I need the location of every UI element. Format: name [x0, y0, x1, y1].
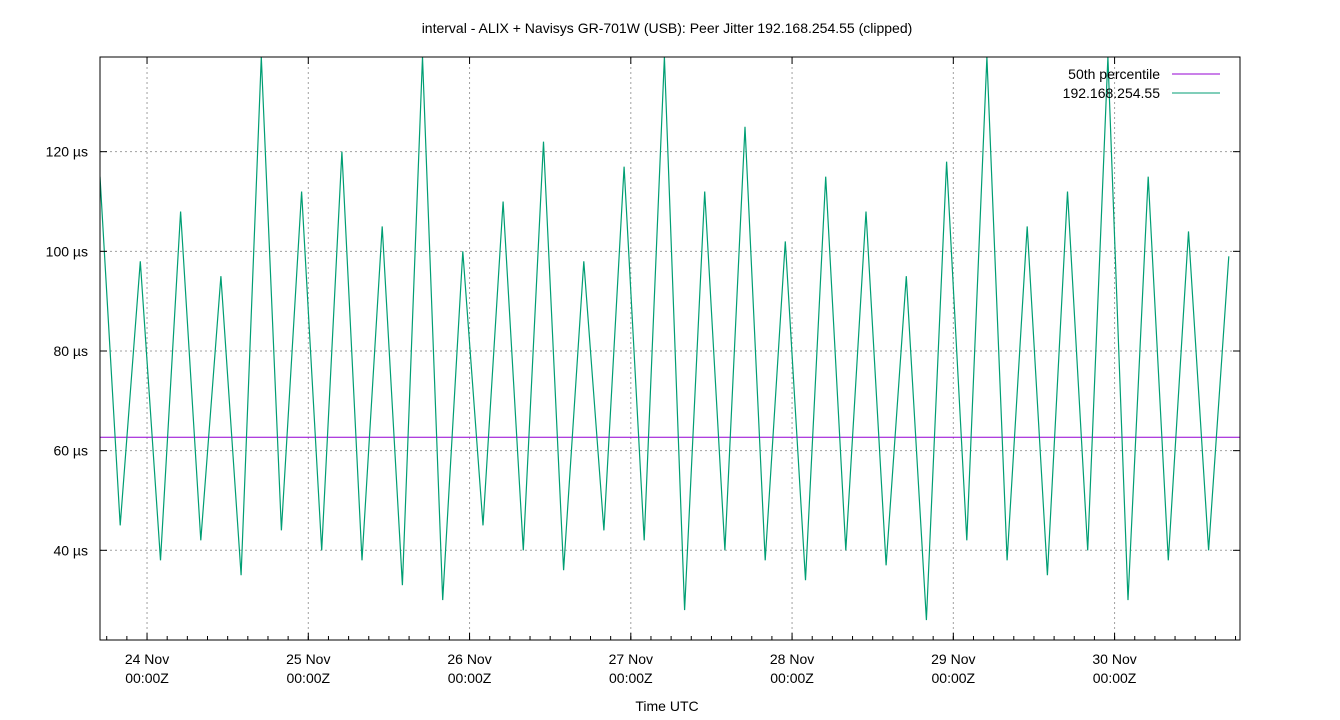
legend-label: 50th percentile	[1068, 66, 1160, 82]
chart-title: interval - ALIX + Navisys GR-701W (USB):…	[422, 20, 913, 36]
x-tick-label-date: 29 Nov	[931, 651, 975, 667]
x-axis: 24 Nov 00:00Z 25 Nov 00:00Z 26 Nov 00:00Z 27 N…	[106, 57, 1237, 686]
legend: 50th percentile 192.168.254.55	[1063, 66, 1220, 101]
x-tick-label-date: 26 Nov	[447, 651, 491, 667]
series-line-1	[100, 57, 1230, 621]
x-tick-label-time: 00:00Z	[609, 670, 653, 686]
x-tick-label-time: 00:00Z	[286, 670, 330, 686]
x-tick-label-date: 27 Nov	[609, 651, 653, 667]
y-tick-label: 120 µs	[46, 144, 88, 160]
plot-area	[100, 57, 1240, 621]
x-tick-label-time: 00:00Z	[125, 670, 169, 686]
x-tick-label-time: 00:00Z	[770, 670, 814, 686]
x-tick-label-date: 24 Nov	[125, 651, 169, 667]
y-tick-label: 40 µs	[53, 542, 88, 558]
plot-border	[99, 56, 1241, 641]
grid-lines	[100, 57, 1240, 640]
x-tick-label-date: 30 Nov	[1092, 651, 1136, 667]
y-tick-label: 100 µs	[46, 243, 88, 259]
x-axis-label: Time UTC	[635, 698, 698, 714]
y-tick-label: 60 µs	[53, 443, 88, 459]
x-tick-label-date: 28 Nov	[770, 651, 814, 667]
x-tick-label-date: 25 Nov	[286, 651, 330, 667]
y-tick-label: 80 µs	[53, 343, 88, 359]
y-axis: 40 µs 60 µs 80 µs 100 µs 120 µs	[46, 144, 1240, 558]
x-tick-label-time: 00:00Z	[448, 670, 492, 686]
legend-label: 192.168.254.55	[1063, 85, 1161, 101]
x-tick-label-time: 00:00Z	[932, 670, 976, 686]
x-tick-label-time: 00:00Z	[1093, 670, 1137, 686]
